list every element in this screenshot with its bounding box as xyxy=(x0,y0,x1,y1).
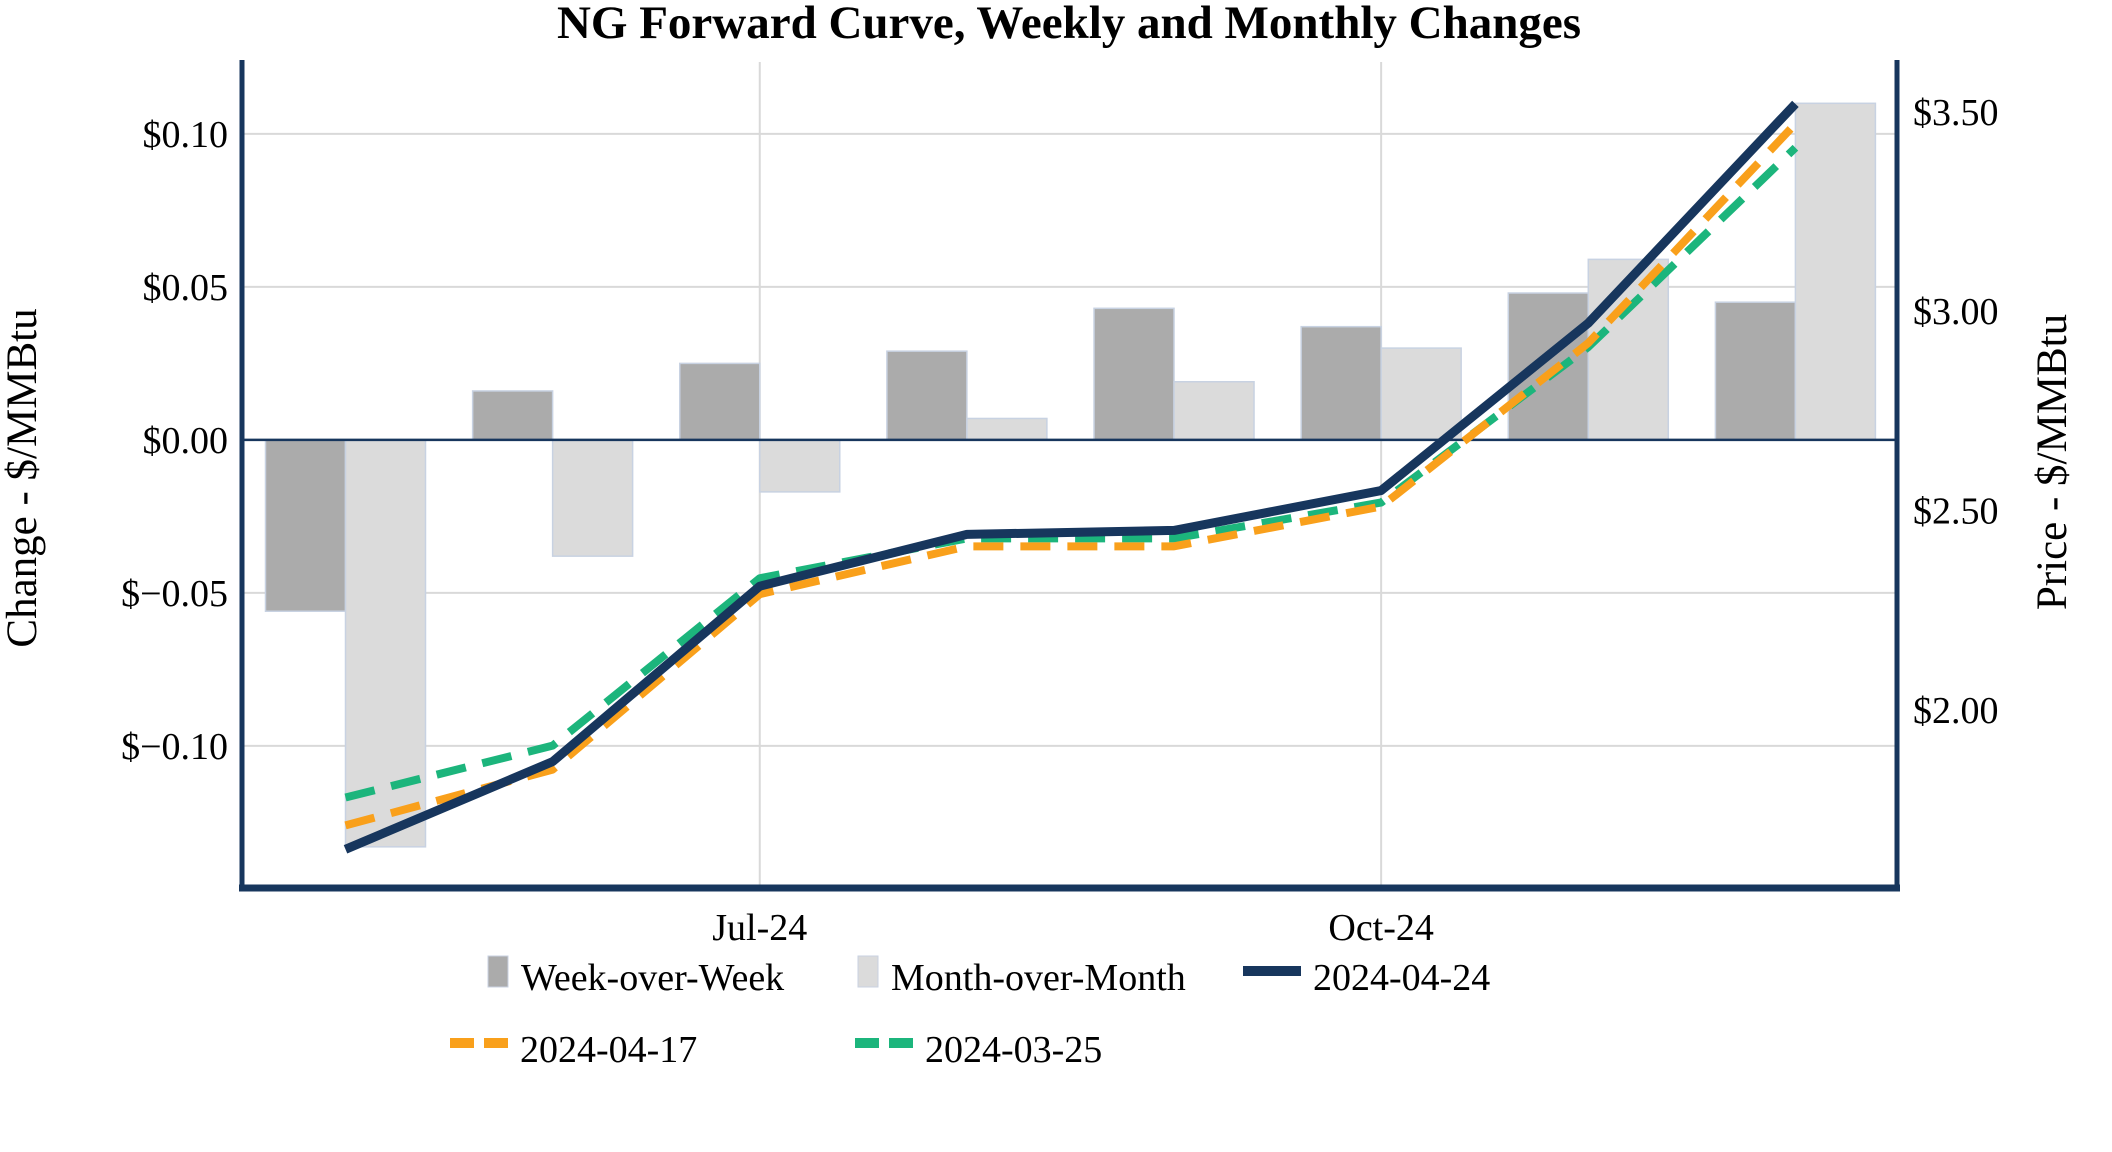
left-axis-tick: $0.05 xyxy=(143,267,229,309)
left-axis-tick: $−0.10 xyxy=(121,726,228,768)
legend-item: 2024-04-17 xyxy=(450,1029,697,1071)
legend-item: 2024-04-24 xyxy=(1243,957,1490,999)
bar-layer xyxy=(264,102,1877,848)
bar-week-over-week xyxy=(471,390,554,441)
right-axis-tick: $3.00 xyxy=(1913,291,1999,333)
legend-marker-line xyxy=(1243,966,1301,976)
bar-week-over-week xyxy=(886,350,968,441)
legend-marker-bar xyxy=(487,955,509,988)
right-axis-tick: $2.50 xyxy=(1913,490,1999,532)
tick-label-layer: $0.10 $0.05 $0.00 $−0.05 $−0.10 $3.50 $3.00 $2.… xyxy=(121,92,1998,949)
legend-marker-bar xyxy=(857,955,879,988)
chart-title: NG Forward Curve, Weekly and Monthly Cha… xyxy=(557,0,1581,49)
bar-week-over-week xyxy=(264,439,347,612)
legend-marker-dash xyxy=(889,1038,913,1048)
left-axis-title: Change - $/MMBtu xyxy=(0,308,46,647)
left-axis-tick: $−0.05 xyxy=(121,573,228,615)
legend-label: 2024-04-17 xyxy=(520,1029,697,1071)
left-axis-tick: $0.00 xyxy=(143,420,229,462)
legend-item: Month-over-Month xyxy=(857,955,1186,999)
line-2024-04-24 xyxy=(343,100,1799,854)
bar-month-over-month xyxy=(1380,347,1462,441)
bar-week-over-week xyxy=(1093,307,1175,441)
bar-month-over-month xyxy=(759,439,841,493)
right-axis-tick: $3.50 xyxy=(1913,92,1999,134)
bar-week-over-week xyxy=(1507,292,1590,441)
bar-month-over-month xyxy=(344,439,427,848)
bar-month-over-month xyxy=(551,439,634,557)
x-axis-tick: Jul-24 xyxy=(712,907,807,949)
bar-month-over-month xyxy=(966,417,1048,441)
right-axis-title: Price - $/MMBtu xyxy=(2029,314,2076,610)
line-series-layer xyxy=(343,100,1799,854)
bar-week-over-week xyxy=(679,362,761,441)
left-axis-tick: $0.10 xyxy=(143,114,229,156)
legend-marker-dash xyxy=(484,1038,508,1048)
line-2024-04-17 xyxy=(344,121,1799,830)
bar-month-over-month xyxy=(1794,102,1877,441)
x-axis-tick: Oct-24 xyxy=(1328,907,1434,949)
legend-marker-dash xyxy=(450,1038,474,1048)
bar-week-over-week xyxy=(1714,301,1797,441)
right-axis-tick: $2.00 xyxy=(1913,690,1999,732)
legend-label: 2024-04-24 xyxy=(1313,957,1490,999)
legend-label: Week-over-Week xyxy=(521,957,784,999)
legend: Week-over-Week Month-over-Month 2024-04-24… xyxy=(450,955,1490,1071)
bar-month-over-month xyxy=(1173,380,1255,441)
legend-label: 2024-03-25 xyxy=(925,1029,1102,1071)
legend-label: Month-over-Month xyxy=(891,957,1186,999)
legend-item: 2024-03-25 xyxy=(855,1029,1102,1071)
legend-marker-dash xyxy=(855,1038,879,1048)
bar-week-over-week xyxy=(1300,325,1382,441)
legend-item: Week-over-Week xyxy=(487,955,784,999)
